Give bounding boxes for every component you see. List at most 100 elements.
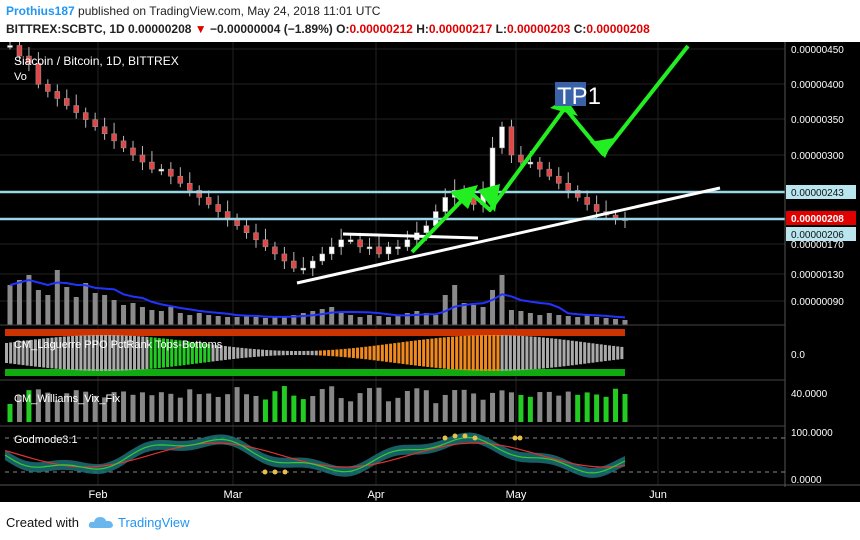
- laguerre-bar: [595, 343, 599, 363]
- volume-bar: [319, 309, 325, 325]
- vix-bar: [508, 392, 514, 422]
- indicator-label-laguerre: CM_Laguerre PPO PctRank Tops-Bottoms: [14, 339, 223, 351]
- volume-bar: [329, 307, 335, 325]
- godmode-dot: [462, 433, 468, 439]
- candles: [7, 38, 628, 277]
- laguerre-bar: [46, 338, 50, 368]
- candle-body: [149, 161, 155, 170]
- laguerre-scale-0: 0.0: [791, 350, 805, 361]
- chart-area[interactable]: TP1 Siacoin / Bitcoin, 1D, BITTREX Vo 0.…: [0, 38, 860, 502]
- laguerre-bar: [397, 342, 401, 364]
- laguerre-bar: [269, 350, 273, 356]
- vix-bar: [423, 390, 429, 422]
- chart-title: Siacoin / Bitcoin, 1D, BITTREX: [14, 54, 179, 68]
- vix-bar: [225, 394, 231, 422]
- x-tick-label: Apr: [367, 489, 384, 501]
- tradingview-link[interactable]: TradingView: [118, 515, 190, 530]
- laguerre-bar: [232, 347, 236, 359]
- vix-bar: [490, 392, 496, 422]
- laguerre-bar: [240, 347, 244, 359]
- tp1-box: [555, 82, 586, 106]
- triangle-top-line: [342, 232, 479, 240]
- laguerre-bar: [236, 347, 240, 359]
- laguerre-bar: [75, 335, 79, 371]
- laguerre-bar: [570, 340, 574, 366]
- laguerre-bar: [554, 338, 558, 368]
- laguerre-bar: [17, 341, 21, 365]
- laguerre-bar: [413, 340, 417, 366]
- laguerre-bar: [112, 335, 116, 371]
- laguerre-bar: [455, 336, 459, 370]
- symbol-label: BITTREX:SCBTC, 1D: [6, 22, 125, 36]
- volume-bar: [565, 316, 571, 325]
- candle-body: [196, 190, 202, 198]
- candle-body: [527, 161, 534, 165]
- candle-body: [584, 197, 590, 205]
- candle-body: [45, 84, 51, 92]
- price-tick: 0.00000450: [791, 45, 844, 56]
- laguerre-bar: [546, 337, 550, 369]
- laguerre-bar: [331, 349, 335, 357]
- volume-bar: [404, 313, 410, 325]
- volume-ma-line: [9, 278, 626, 319]
- laguerre-bar: [426, 339, 430, 367]
- candle-body: [7, 45, 13, 48]
- volume-bar: [490, 290, 496, 325]
- laguerre-bar: [261, 349, 265, 357]
- vix-bar: [253, 395, 259, 422]
- laguerre-bar: [418, 340, 421, 366]
- laguerre-bar: [579, 341, 583, 365]
- laguerre-bar: [335, 349, 339, 357]
- vix-bar: [130, 394, 136, 422]
- volume-bar: [64, 287, 70, 325]
- laguerre-bar: [157, 338, 161, 368]
- laguerre-bar: [339, 349, 343, 357]
- volume-bar: [92, 293, 98, 325]
- volume-bar: [452, 285, 458, 325]
- laguerre-bar: [529, 336, 533, 370]
- laguerre-bar: [145, 336, 149, 370]
- vix-bar: [414, 388, 420, 422]
- candle-body: [281, 253, 288, 262]
- candle-body: [565, 183, 571, 191]
- laguerre-bar: [368, 346, 372, 360]
- vix-bar: [73, 390, 79, 422]
- projection-arrowhead-1: [450, 185, 478, 209]
- laguerre-bar: [54, 337, 58, 369]
- author-link[interactable]: Prothius187: [6, 4, 75, 18]
- vix-bar: [300, 399, 306, 422]
- laguerre-bar: [285, 350, 289, 356]
- laguerre-bar: [574, 341, 578, 365]
- vix-bar: [35, 389, 41, 422]
- volume-bar: [594, 317, 600, 325]
- laguerre-bar: [512, 335, 516, 371]
- price-axis[interactable]: [785, 42, 860, 502]
- chart-svg[interactable]: TP1 Siacoin / Bitcoin, 1D, BITTREX Vo 0.…: [0, 38, 860, 502]
- laguerre-bar: [422, 339, 426, 367]
- tradingview-cloud-icon[interactable]: [88, 514, 114, 535]
- change-value: −0.00000004 (−1.89%): [210, 22, 333, 36]
- laguerre-bar: [281, 350, 285, 356]
- laguerre-bar: [256, 349, 260, 357]
- candle-body: [73, 105, 79, 113]
- laguerre-bar: [161, 338, 165, 368]
- candle-body: [574, 190, 581, 198]
- candle-body: [168, 168, 174, 177]
- volume-bar: [357, 317, 363, 325]
- vix-bar: [215, 396, 221, 422]
- godmode-dot: [472, 435, 478, 441]
- laguerre-bar: [124, 335, 128, 371]
- volume-bar: [111, 300, 117, 325]
- vix-bar: [452, 390, 458, 422]
- level-label-208: 0.00000208: [791, 214, 844, 225]
- laguerre-bar: [38, 338, 42, 368]
- x-tick-label: Feb: [89, 489, 108, 501]
- candle-body: [139, 154, 146, 163]
- volume-bar: [16, 280, 22, 325]
- vix-bar: [26, 390, 32, 422]
- candle-body: [92, 119, 98, 127]
- candle-body: [489, 147, 496, 191]
- volume-bar: [480, 307, 486, 325]
- laguerre-bar: [384, 344, 388, 362]
- candle-body: [177, 175, 184, 184]
